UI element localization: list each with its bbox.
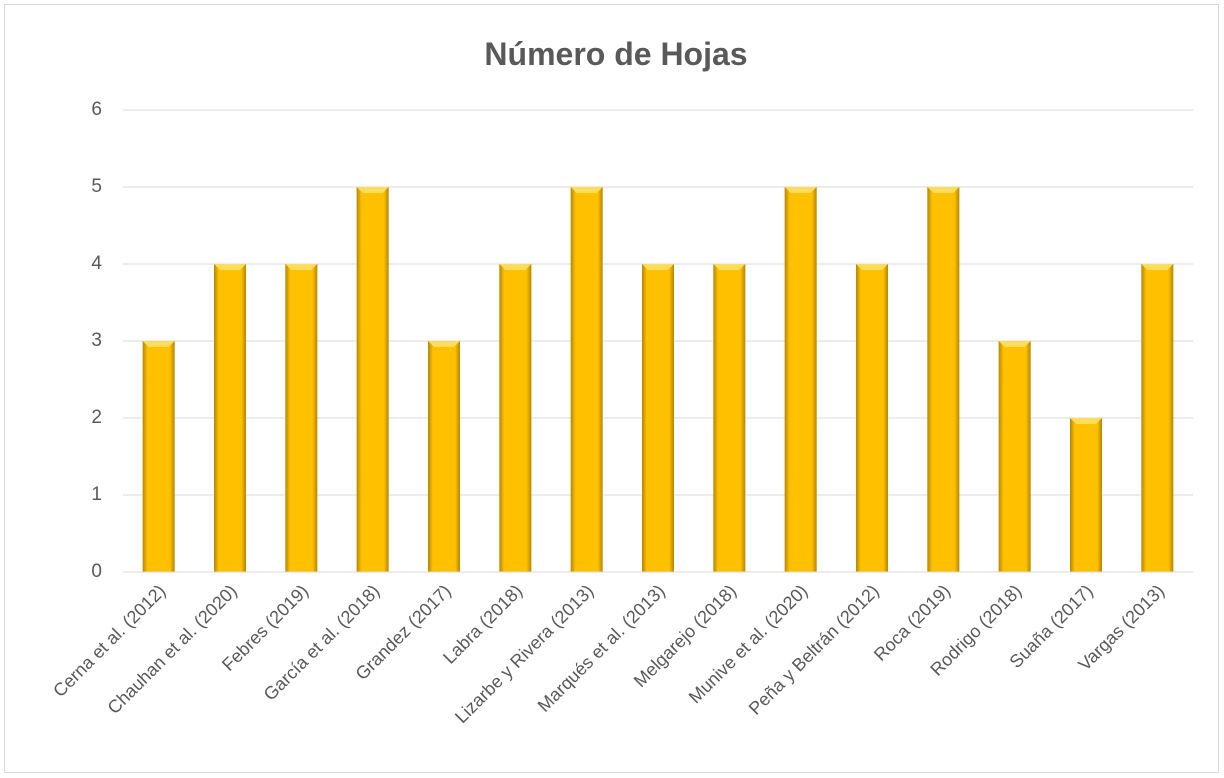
bar [428,341,460,572]
bar [856,264,888,572]
bar-bevel [214,264,246,270]
bar-bevel [1070,418,1102,424]
bar-bevel [784,187,817,193]
y-tick-label: 1 [91,484,102,505]
bar [214,264,246,572]
bar [499,264,532,572]
y-tick-label: 5 [91,176,102,197]
bar [784,187,817,572]
bar-bevel [713,264,746,270]
bar-bevel [998,341,1031,347]
y-tick-label: 3 [91,330,102,351]
y-tick-label: 0 [91,561,102,582]
bar [356,187,389,572]
bar [713,264,746,572]
bar-bevel [356,187,389,193]
bar [1070,418,1102,572]
chart-title: Número de Hojas [484,36,747,72]
bar [570,187,603,572]
bar [285,264,318,572]
bar-bevel [927,187,960,193]
chart-border [4,4,1219,773]
bar [1141,264,1174,572]
bar-bevel [285,264,318,270]
bar [998,341,1031,572]
bar-bevel [1141,264,1174,270]
y-tick-label: 2 [91,407,102,428]
bar [927,187,960,572]
bar-bevel [570,187,603,193]
y-tick-label: 4 [91,253,102,274]
bar-bevel [499,264,532,270]
bar-bevel [428,341,460,347]
bar-bevel [642,264,674,270]
bar [642,264,674,572]
bar [142,341,175,572]
bar-bevel [142,341,175,347]
y-tick-label: 6 [91,99,102,120]
bar-bevel [856,264,888,270]
